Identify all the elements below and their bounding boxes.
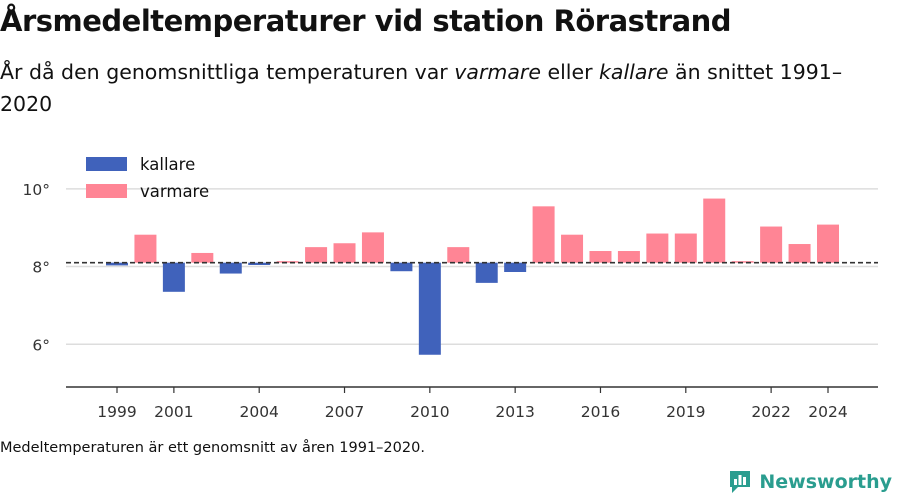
x-tick-label: 2013 (495, 403, 534, 421)
subtitle-part: eller (540, 60, 600, 84)
chart-title: Årsmedeltemperaturer vid station Rörastr… (0, 4, 732, 38)
bar-2000 (134, 234, 157, 263)
bar-2010 (418, 262, 441, 355)
bar-2019 (674, 233, 697, 263)
bar-2002 (191, 252, 214, 263)
bar-2003 (219, 262, 242, 274)
x-tick-label: 1999 (97, 403, 136, 421)
x-tick-label: 2016 (581, 403, 620, 421)
bar-2022 (760, 226, 783, 263)
bar-2017 (617, 251, 640, 263)
subtitle-part: kallare (599, 60, 669, 84)
bar-2001 (162, 262, 185, 292)
bar-2013 (504, 262, 527, 272)
chart-subtitle: År då den genomsnittliga temperaturen va… (0, 56, 860, 120)
bar-2018 (646, 233, 669, 263)
legend-swatch-kallare (86, 157, 127, 171)
bar-2020 (703, 198, 726, 263)
brand-name: Newsworthy (759, 471, 892, 493)
subtitle-part: än snittet 1991–2020 (0, 60, 843, 116)
y-tick-label: 6° (32, 336, 50, 354)
footnote: Medeltemperaturen är ett genomsnitt av å… (0, 440, 425, 456)
brand-logo[interactable]: Newsworthy (728, 469, 892, 495)
x-tick-label: 2007 (325, 403, 364, 421)
subtitle-part: varmare (454, 60, 541, 84)
bar-2006 (305, 247, 328, 263)
bar-2015 (561, 234, 584, 263)
bar-1999 (106, 262, 128, 266)
y-tick-label: 10° (23, 181, 50, 199)
x-tick-label: 2019 (666, 403, 705, 421)
bar-2011 (447, 247, 470, 263)
x-tick-label: 2024 (808, 403, 847, 421)
x-tick-label: 2001 (154, 403, 193, 421)
x-tick-label: 2022 (751, 403, 790, 421)
bar-2009 (390, 262, 413, 272)
bar-2007 (333, 243, 356, 263)
y-tick-label: 8° (32, 259, 50, 277)
bar-2008 (361, 232, 384, 263)
bar-2016 (589, 251, 612, 263)
legend-swatch-varmare (86, 184, 127, 198)
bar-2014 (532, 206, 555, 263)
subtitle-part: År då den genomsnittliga temperaturen va… (0, 60, 455, 84)
bar-2012 (475, 262, 498, 283)
legend-label: kallare (140, 155, 195, 174)
bar-chart: 6° 8° 10° 1999 2001 2004 2007 2010 2013 2016 2019 2… (23, 155, 878, 421)
x-tick-label: 2004 (239, 403, 278, 421)
newsworthy-logo-icon (730, 471, 751, 493)
x-tick-label: 2010 (410, 403, 449, 421)
bar-2024 (817, 224, 839, 263)
bar-2023 (788, 244, 811, 263)
bar-2004 (248, 262, 271, 266)
bar-2005 (276, 261, 299, 263)
legend-label: varmare (140, 182, 209, 201)
